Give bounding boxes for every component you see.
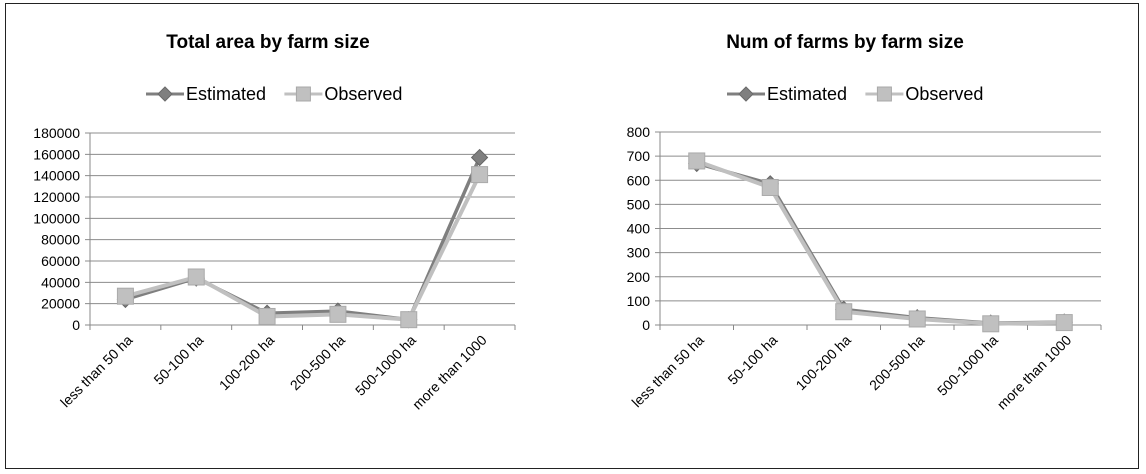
y-tick-label: 0 (642, 317, 650, 333)
y-tick-label: 600 (627, 172, 651, 188)
legend-label-estimated: Estimated (186, 84, 266, 104)
point-observed (982, 315, 1000, 333)
y-tick-label: 140000 (33, 168, 80, 184)
series-line-observed (124, 173, 482, 322)
y-tick-label: 100000 (33, 210, 80, 226)
figure-frame (5, 3, 1139, 469)
y-tick-label: 200 (627, 269, 651, 285)
legend-label-observed: Observed (905, 84, 983, 104)
point-observed (1055, 314, 1073, 332)
y-tick-label: 100 (627, 293, 651, 309)
chart-total-area: Total area by farm size Estimated Observed… (33, 32, 516, 413)
y-tick-label: 400 (627, 221, 651, 237)
point-observed (116, 287, 134, 305)
point-estimated (470, 148, 489, 167)
point-observed (761, 178, 779, 196)
x-tick-label: 200-500 ha (866, 332, 928, 394)
y-tick-label: 0 (72, 317, 80, 333)
y-tick-label: 80000 (41, 232, 80, 248)
point-observed (471, 166, 489, 184)
legend-diamond-marker (157, 86, 173, 102)
x-tick-label: 500-1000 ha (934, 332, 1001, 399)
y-tick-label: 60000 (41, 253, 80, 269)
series-line-observed (696, 159, 1065, 326)
y-tick-label: 40000 (41, 274, 80, 290)
x-tick-label: more than 1000 (409, 332, 490, 413)
y-tick-label: 800 (627, 124, 651, 140)
legend-label-estimated: Estimated (767, 84, 847, 104)
x-tick-label: 200-500 ha (287, 332, 349, 394)
legend-square-marker (295, 86, 311, 102)
series-line-estimated (124, 156, 482, 322)
legend-diamond-marker (738, 86, 754, 102)
x-tick-label: less than 50 ha (628, 332, 707, 411)
x-tick-label: less than 50 ha (57, 332, 136, 411)
point-observed (258, 307, 276, 325)
y-tick-label: 160000 (33, 146, 80, 162)
chart-title: Total area by farm size (166, 32, 369, 53)
y-tick-label: 300 (627, 245, 651, 261)
point-observed (908, 310, 926, 328)
point-observed (688, 152, 706, 170)
x-tick-label: 50-100 ha (724, 332, 780, 388)
series-line-estimated (696, 161, 1065, 325)
x-tick-label: 500-1000 ha (352, 332, 419, 399)
y-tick-label: 120000 (33, 189, 80, 205)
point-observed (835, 303, 853, 321)
point-observed (187, 268, 205, 286)
chart-title: Num of farms by farm size (726, 32, 964, 53)
legend-square-marker (876, 86, 892, 102)
x-tick-label: 50-100 ha (150, 332, 206, 388)
y-tick-label: 500 (627, 196, 651, 212)
y-tick-label: 700 (627, 148, 651, 164)
y-tick-label: 180000 (33, 125, 80, 141)
chart-num-farms: Num of farms by farm size Estimated Observ… (627, 32, 1102, 413)
point-observed (400, 311, 418, 329)
point-observed (329, 305, 347, 323)
x-tick-label: 100-200 ha (792, 332, 854, 394)
x-tick-label: more than 1000 (994, 332, 1075, 413)
y-tick-label: 20000 (41, 296, 80, 312)
x-tick-label: 100-200 ha (216, 332, 278, 394)
legend-label-observed: Observed (324, 84, 402, 104)
